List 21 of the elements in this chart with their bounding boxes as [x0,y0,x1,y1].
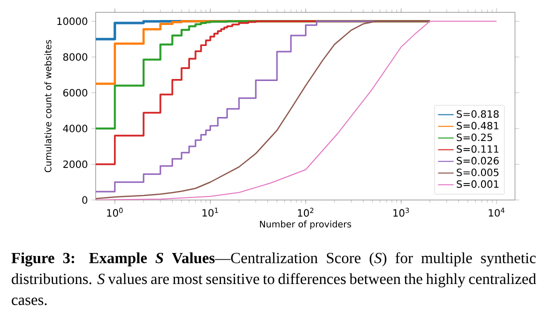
legend-label: S=0.25 [456,134,492,142]
y-tick-label: 6000 [63,88,88,97]
y-tick-label: 0 [82,196,88,204]
x-tick-label: 10$^{0}$ [107,208,123,217]
legend-label: S=0.026 [456,156,499,164]
legend-label: S=0.818 [456,110,499,118]
y-axis-title: Cumulative count of websites [44,40,52,172]
y-tick-label: 4000 [63,124,88,132]
legend-label: S=0.481 [456,122,498,130]
x-tick-label: 10$^{4}$ [488,208,504,217]
x-tick-label: 10$^{2}$ [298,208,314,217]
y-tick-label: 10000 [57,17,88,25]
x-axis-title: Number of providers [260,220,352,230]
x-tick-label: 10$^{1}$ [202,208,218,217]
text: Figure 3: Example S Values—Centralization Score (S) for multiple synthetic distributions. S values are most sensitive to differences between the highly centralized cases. [11,252,536,306]
y-tick-label: 8000 [63,53,88,61]
legend-label: S=0.001 [456,180,498,188]
legend-label: S=0.111 [456,145,498,153]
legend-label: S=0.005 [456,168,498,176]
x-tick-label: 10$^{3}$ [393,208,409,217]
y-tick-label: 2000 [63,160,88,168]
